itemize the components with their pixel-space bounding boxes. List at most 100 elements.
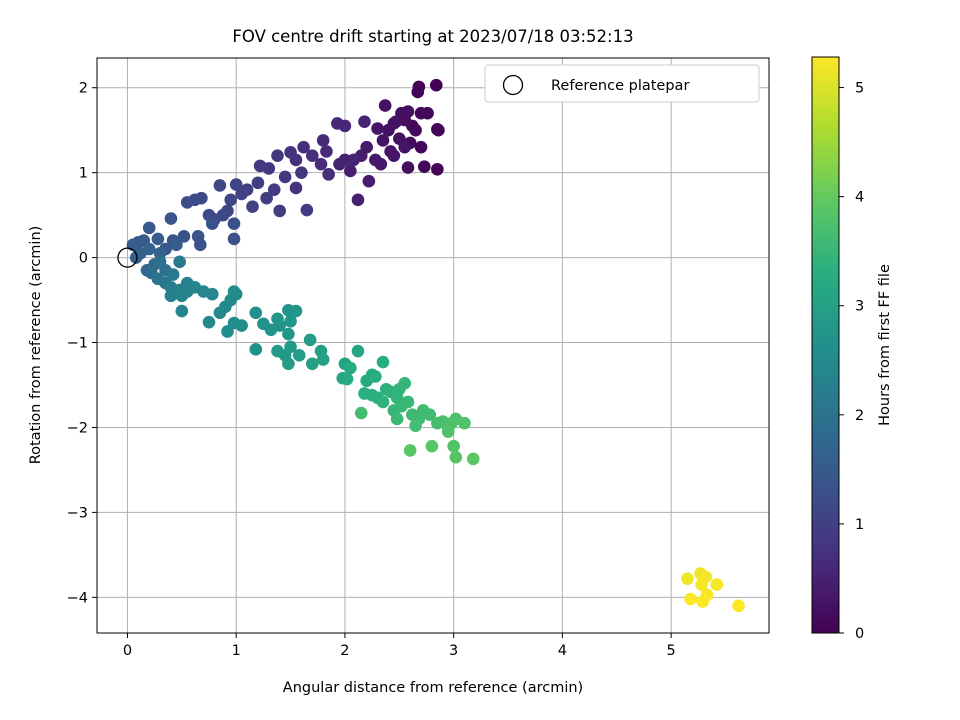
y-tick-label: −3 bbox=[67, 505, 88, 521]
data-point bbox=[414, 140, 428, 154]
data-point bbox=[221, 325, 234, 338]
data-point bbox=[358, 115, 371, 129]
data-point bbox=[354, 406, 368, 420]
data-point bbox=[166, 268, 180, 281]
data-point bbox=[142, 242, 156, 256]
data-point bbox=[173, 255, 186, 269]
x-tick-label: 2 bbox=[340, 643, 349, 659]
reference-platepar-marker bbox=[117, 247, 138, 268]
data-point bbox=[284, 145, 297, 159]
data-point bbox=[710, 578, 724, 591]
data-point bbox=[316, 353, 330, 366]
data-point bbox=[458, 416, 471, 430]
y-tick-label: 1 bbox=[79, 166, 88, 182]
data-point bbox=[297, 140, 310, 154]
data-point bbox=[432, 123, 445, 137]
data-point bbox=[246, 200, 259, 213]
y-tick-label: −4 bbox=[67, 590, 88, 606]
data-point bbox=[202, 315, 216, 329]
data-point bbox=[284, 340, 297, 354]
data-point bbox=[235, 187, 248, 201]
data-point bbox=[267, 183, 281, 196]
data-point bbox=[409, 419, 422, 433]
data-point bbox=[362, 174, 376, 188]
colorbar-tick-label: 1 bbox=[855, 517, 864, 533]
x-axis-ticks: 0 1 2 3 4 5 bbox=[123, 633, 676, 659]
data-point bbox=[376, 395, 390, 409]
data-point bbox=[390, 412, 404, 426]
data-point bbox=[306, 357, 319, 371]
data-point bbox=[314, 157, 328, 171]
data-point bbox=[333, 157, 346, 171]
grid-lines bbox=[97, 58, 769, 633]
x-tick-label: 1 bbox=[232, 643, 241, 659]
x-axis-label: Angular distance from reference (arcmin) bbox=[283, 680, 583, 696]
data-point bbox=[289, 304, 303, 318]
data-point bbox=[180, 196, 194, 209]
data-point bbox=[389, 115, 403, 129]
data-point bbox=[684, 592, 698, 606]
colorbar-tick-label: 5 bbox=[855, 81, 864, 97]
data-point bbox=[344, 164, 357, 178]
colorbar-gradient bbox=[812, 57, 839, 633]
colorbar-tick-label: 3 bbox=[855, 299, 864, 315]
data-point bbox=[205, 287, 219, 301]
colorbar-tick-label: 0 bbox=[855, 626, 864, 642]
data-point bbox=[401, 395, 415, 409]
data-point bbox=[425, 439, 439, 453]
data-point bbox=[289, 181, 303, 195]
data-point bbox=[273, 204, 286, 218]
data-point bbox=[227, 285, 241, 298]
data-point bbox=[170, 238, 183, 252]
data-point bbox=[447, 439, 460, 453]
data-point bbox=[227, 316, 241, 330]
data-point bbox=[260, 191, 273, 205]
reference-marker bbox=[117, 247, 138, 268]
data-point bbox=[351, 193, 365, 207]
data-point bbox=[340, 372, 354, 386]
data-point bbox=[177, 230, 191, 243]
colorbar: 0 1 2 3 4 5 Hours from first FF file bbox=[811, 56, 893, 642]
plot-frame bbox=[96, 57, 770, 634]
data-point bbox=[371, 122, 384, 135]
legend-label: Reference platepar bbox=[551, 78, 689, 94]
legend-marker bbox=[502, 74, 524, 96]
data-point bbox=[306, 149, 319, 162]
data-point bbox=[423, 408, 437, 422]
data-point bbox=[227, 217, 241, 230]
colorbar-frame bbox=[811, 56, 840, 634]
data-point bbox=[441, 425, 455, 439]
data-point bbox=[320, 145, 333, 158]
x-tick-label: 0 bbox=[123, 643, 132, 659]
legend-box bbox=[484, 64, 760, 103]
data-point bbox=[695, 578, 708, 591]
data-point bbox=[681, 572, 694, 585]
data-point bbox=[194, 238, 207, 252]
x-tick-label: 4 bbox=[558, 643, 567, 659]
colorbar-tick-label: 2 bbox=[855, 408, 864, 424]
data-point bbox=[376, 134, 390, 147]
data-point bbox=[382, 123, 395, 137]
y-tick-label: 2 bbox=[79, 81, 88, 97]
x-tick-label: 5 bbox=[667, 643, 676, 659]
data-point bbox=[227, 232, 241, 246]
chart-title: FOV centre drift starting at 2023/07/18 … bbox=[232, 27, 633, 46]
legend: Reference platepar bbox=[484, 64, 760, 103]
data-point bbox=[151, 232, 165, 246]
data-point bbox=[175, 304, 189, 318]
data-point bbox=[421, 106, 434, 120]
data-point bbox=[253, 159, 267, 173]
data-point bbox=[403, 444, 417, 457]
data-point bbox=[282, 357, 295, 371]
data-point bbox=[696, 595, 709, 608]
y-tick-label: 0 bbox=[79, 251, 88, 267]
data-point bbox=[387, 149, 401, 162]
data-point bbox=[205, 217, 219, 230]
data-point bbox=[449, 450, 463, 464]
data-point bbox=[401, 161, 415, 174]
data-point bbox=[249, 306, 263, 320]
data-point bbox=[431, 162, 444, 176]
y-tick-label: −2 bbox=[67, 420, 88, 436]
colorbar-label: Hours from first FF file bbox=[877, 264, 893, 426]
